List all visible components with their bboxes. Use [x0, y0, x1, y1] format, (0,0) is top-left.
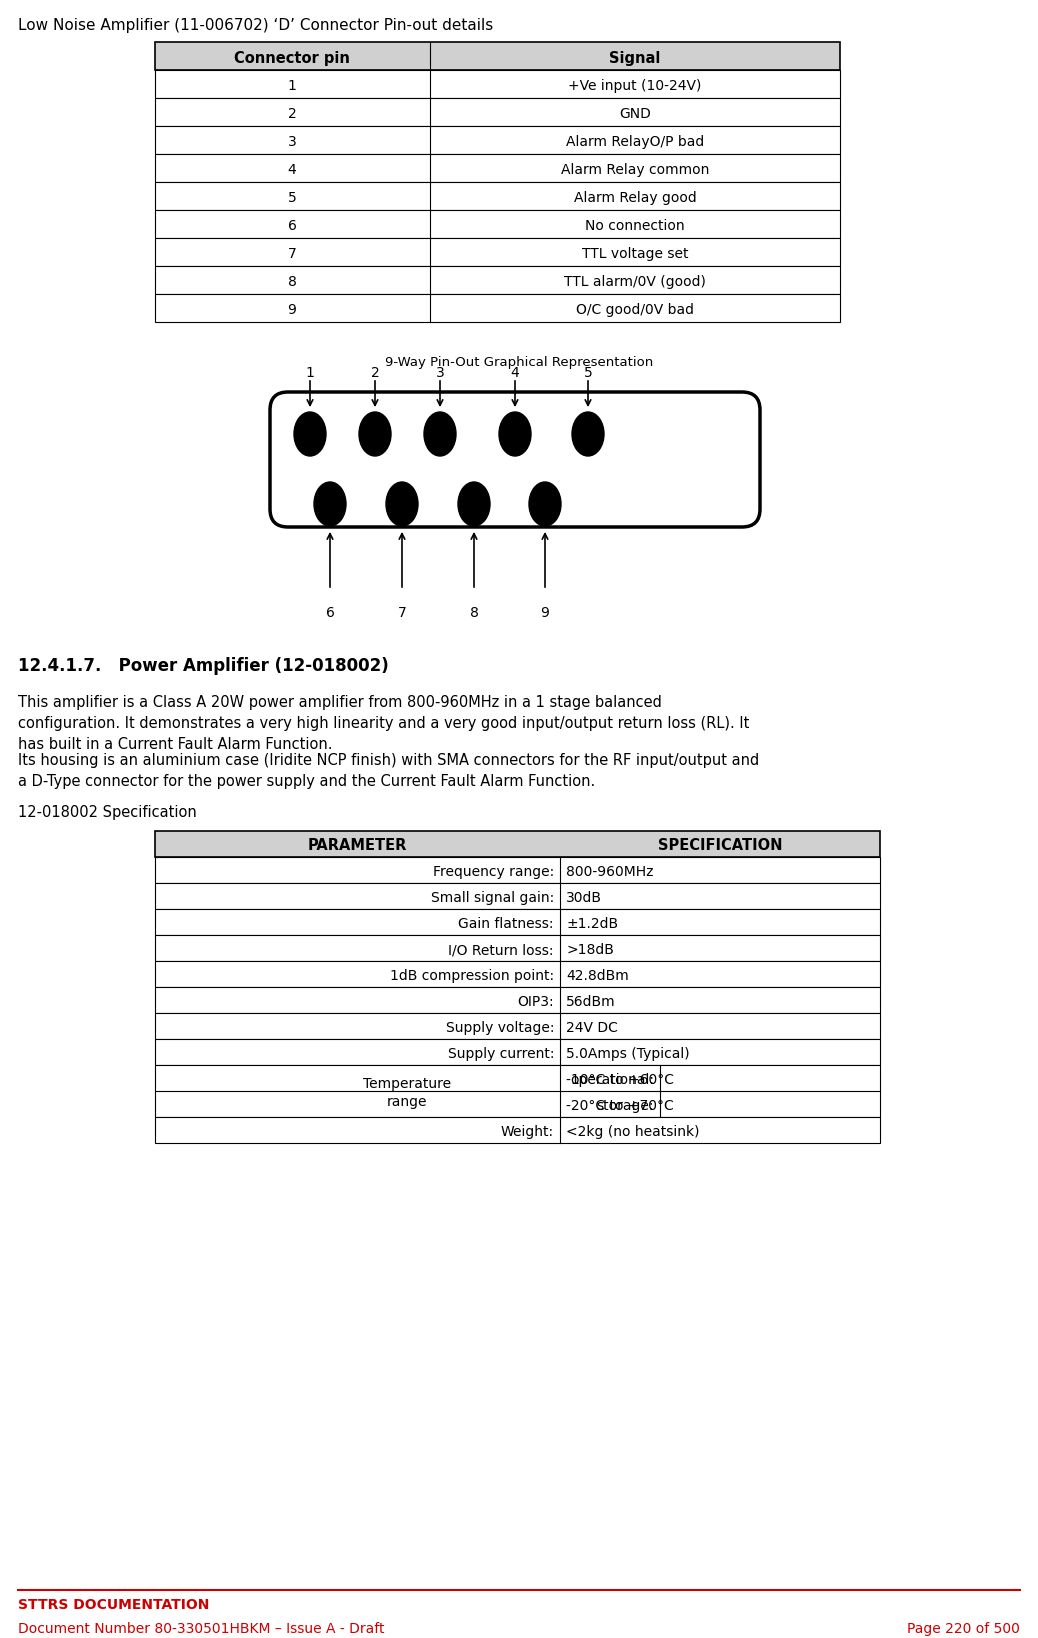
- Text: 8: 8: [469, 606, 479, 621]
- Text: ±1.2dB: ±1.2dB: [566, 917, 618, 930]
- Text: 6: 6: [326, 606, 334, 621]
- Text: SPECIFICATION: SPECIFICATION: [658, 839, 783, 853]
- FancyBboxPatch shape: [155, 43, 840, 70]
- Bar: [155, 265, 840, 293]
- Text: +Ve input (10-24V): +Ve input (10-24V): [569, 79, 702, 93]
- Text: TTL voltage set: TTL voltage set: [581, 247, 688, 260]
- Text: 4: 4: [288, 164, 297, 177]
- Text: <2kg (no heatsink): <2kg (no heatsink): [566, 1125, 700, 1138]
- Text: 800-960MHz: 800-960MHz: [566, 865, 654, 880]
- Text: 6: 6: [288, 219, 297, 233]
- Ellipse shape: [529, 482, 561, 526]
- Bar: [155, 210, 840, 238]
- Text: 1: 1: [305, 365, 315, 380]
- Bar: [155, 126, 840, 154]
- Text: 8: 8: [288, 275, 297, 288]
- Text: Alarm Relay common: Alarm Relay common: [561, 164, 709, 177]
- Ellipse shape: [294, 413, 326, 455]
- Bar: [155, 238, 840, 265]
- Ellipse shape: [458, 482, 490, 526]
- Text: 5: 5: [288, 192, 297, 205]
- Text: OIP3:: OIP3:: [517, 994, 554, 1009]
- Bar: [155, 830, 880, 857]
- Bar: [155, 883, 880, 909]
- Text: Its housing is an aluminium case (Iridite NCP finish) with SMA connectors for th: Its housing is an aluminium case (Iridit…: [18, 753, 759, 790]
- Ellipse shape: [572, 413, 604, 455]
- Text: Supply current:: Supply current:: [447, 1047, 554, 1061]
- FancyBboxPatch shape: [270, 391, 760, 527]
- Text: TTL alarm/0V (good): TTL alarm/0V (good): [564, 275, 706, 288]
- Ellipse shape: [386, 482, 418, 526]
- Text: Alarm Relay good: Alarm Relay good: [574, 192, 696, 205]
- Text: 3: 3: [436, 365, 444, 380]
- Text: >18dB: >18dB: [566, 943, 613, 957]
- Text: Page 220 of 500: Page 220 of 500: [907, 1622, 1020, 1636]
- Text: 7: 7: [398, 606, 406, 621]
- Text: 24V DC: 24V DC: [566, 1020, 618, 1035]
- Text: 1: 1: [288, 79, 297, 93]
- Bar: [155, 98, 840, 126]
- Text: 2: 2: [288, 106, 297, 121]
- Text: 9-Way Pin-Out Graphical Representation: 9-Way Pin-Out Graphical Representation: [385, 355, 653, 369]
- Bar: [155, 154, 840, 182]
- Text: Low Noise Amplifier (11-006702) ‘D’ Connector Pin-out details: Low Noise Amplifier (11-006702) ‘D’ Conn…: [18, 18, 493, 33]
- Text: 5.0Amps (Typical): 5.0Amps (Typical): [566, 1047, 689, 1061]
- Text: PARAMETER: PARAMETER: [307, 839, 407, 853]
- Text: Supply voltage:: Supply voltage:: [445, 1020, 554, 1035]
- Bar: [155, 1038, 880, 1065]
- Text: Connector pin: Connector pin: [234, 51, 350, 66]
- Text: Small signal gain:: Small signal gain:: [431, 891, 554, 906]
- Text: operational:: operational:: [570, 1073, 654, 1088]
- Bar: [155, 293, 840, 323]
- Ellipse shape: [499, 413, 531, 455]
- Text: Alarm RelayO/P bad: Alarm RelayO/P bad: [566, 134, 704, 149]
- Ellipse shape: [359, 413, 391, 455]
- Text: O/C good/0V bad: O/C good/0V bad: [576, 303, 694, 318]
- Ellipse shape: [424, 413, 456, 455]
- Bar: [155, 182, 840, 210]
- Text: 5: 5: [583, 365, 593, 380]
- Text: 7: 7: [288, 247, 297, 260]
- Text: 1dB compression point:: 1dB compression point:: [390, 970, 554, 983]
- Text: Weight:: Weight:: [501, 1125, 554, 1138]
- Text: -10°C to +60°C: -10°C to +60°C: [566, 1073, 674, 1088]
- Text: I/O Return loss:: I/O Return loss:: [448, 943, 554, 957]
- Bar: [155, 1012, 880, 1038]
- Text: Document Number 80-330501HBKM – Issue A - Draft: Document Number 80-330501HBKM – Issue A …: [18, 1622, 384, 1636]
- Text: storage:: storage:: [597, 1099, 654, 1112]
- Text: This amplifier is a Class A 20W power amplifier from 800-960MHz in a 1 stage bal: This amplifier is a Class A 20W power am…: [18, 695, 749, 752]
- Text: Temperature
range: Temperature range: [363, 1076, 452, 1109]
- Text: -20°C to +70°C: -20°C to +70°C: [566, 1099, 674, 1112]
- Ellipse shape: [315, 482, 346, 526]
- Text: STTRS DOCUMENTATION: STTRS DOCUMENTATION: [18, 1599, 210, 1612]
- Text: 9: 9: [288, 303, 297, 318]
- Bar: [155, 1117, 880, 1143]
- Text: 56dBm: 56dBm: [566, 994, 616, 1009]
- Text: GND: GND: [619, 106, 651, 121]
- Bar: [155, 988, 880, 1012]
- Text: Frequency range:: Frequency range:: [433, 865, 554, 880]
- Text: 2: 2: [371, 365, 379, 380]
- Bar: [155, 962, 880, 988]
- Bar: [155, 935, 880, 962]
- Text: 9: 9: [541, 606, 549, 621]
- Text: 4: 4: [511, 365, 519, 380]
- Text: No connection: No connection: [585, 219, 685, 233]
- Text: 12.4.1.7.   Power Amplifier (12-018002): 12.4.1.7. Power Amplifier (12-018002): [18, 657, 389, 675]
- Text: Signal: Signal: [609, 51, 661, 66]
- Text: 42.8dBm: 42.8dBm: [566, 970, 629, 983]
- Bar: [155, 70, 840, 98]
- Text: Gain flatness:: Gain flatness:: [459, 917, 554, 930]
- Bar: [155, 1065, 880, 1117]
- Text: 3: 3: [288, 134, 297, 149]
- Text: 12-018002 Specification: 12-018002 Specification: [18, 804, 197, 821]
- Bar: [155, 909, 880, 935]
- Text: 30dB: 30dB: [566, 891, 602, 906]
- Bar: [155, 857, 880, 883]
